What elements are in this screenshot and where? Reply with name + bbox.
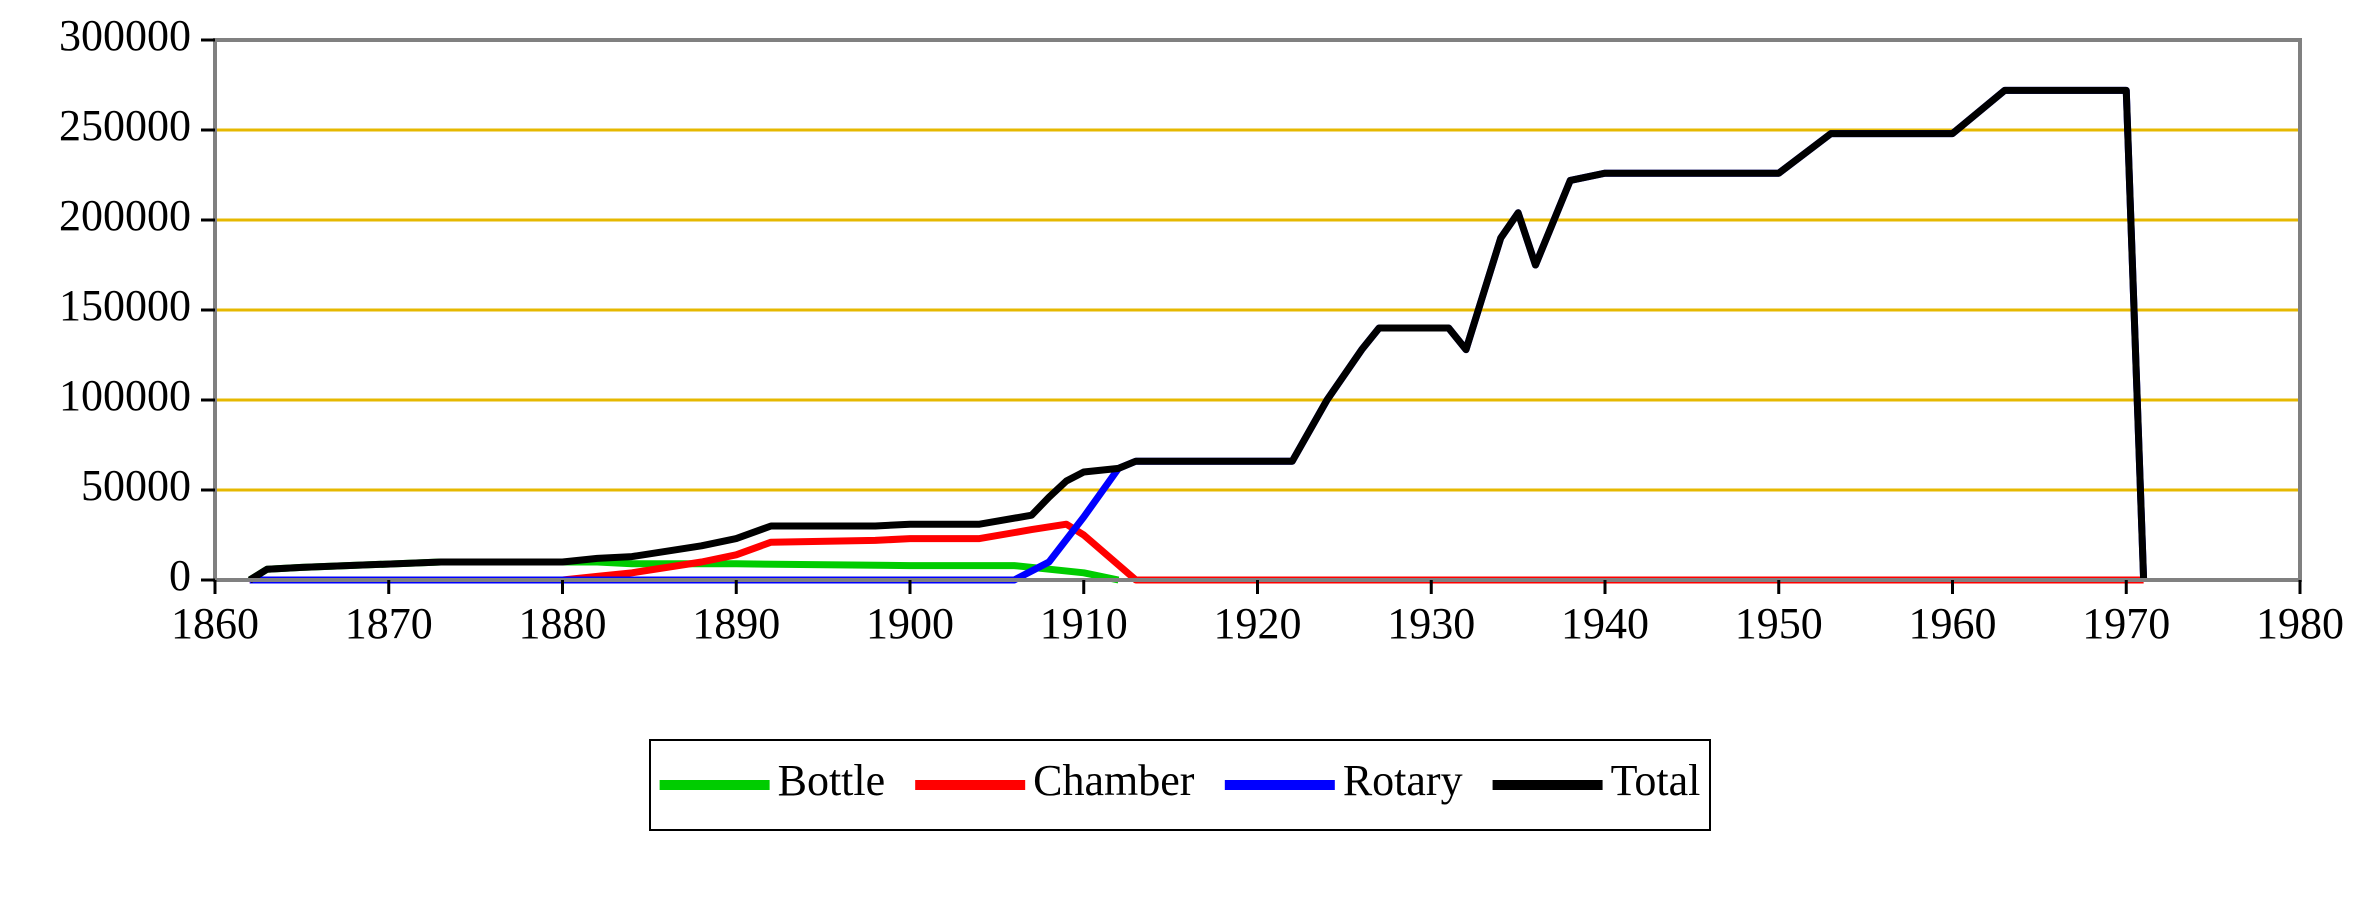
legend-label-rotary: Rotary [1343, 756, 1463, 805]
x-tick-label: 1910 [1040, 599, 1128, 648]
y-tick-label: 100000 [59, 371, 191, 420]
x-tick-label: 1960 [1909, 599, 1997, 648]
legend: Bottle Chamber Rotary Total [650, 740, 1710, 830]
y-tick-label: 300000 [59, 11, 191, 60]
y-tick-label: 250000 [59, 101, 191, 150]
x-tick-label: 1930 [1387, 599, 1475, 648]
x-tick-label: 1880 [519, 599, 607, 648]
x-tick-label: 1950 [1735, 599, 1823, 648]
x-tick-label: 1860 [171, 599, 259, 648]
y-tick-label: 0 [169, 551, 191, 600]
chart-container: 0 50000 100000 150000 200000 250000 300000 1860… [0, 0, 2364, 900]
legend-label-bottle: Bottle [778, 756, 886, 805]
line-chart: 0 50000 100000 150000 200000 250000 300000 1860… [0, 0, 2364, 900]
y-tick-label: 200000 [59, 191, 191, 240]
y-tick-label: 150000 [59, 281, 191, 330]
legend-label-total: Total [1611, 756, 1701, 805]
x-tick-label: 1940 [1561, 599, 1649, 648]
x-tick-label: 1870 [345, 599, 433, 648]
legend-label-chamber: Chamber [1033, 756, 1195, 805]
y-tick-label: 50000 [81, 461, 191, 510]
x-tick-label: 1900 [866, 599, 954, 648]
x-tick-label: 1920 [1214, 599, 1302, 648]
x-tick-label: 1980 [2256, 599, 2344, 648]
x-tick-label: 1970 [2082, 599, 2170, 648]
x-tick-label: 1890 [692, 599, 780, 648]
